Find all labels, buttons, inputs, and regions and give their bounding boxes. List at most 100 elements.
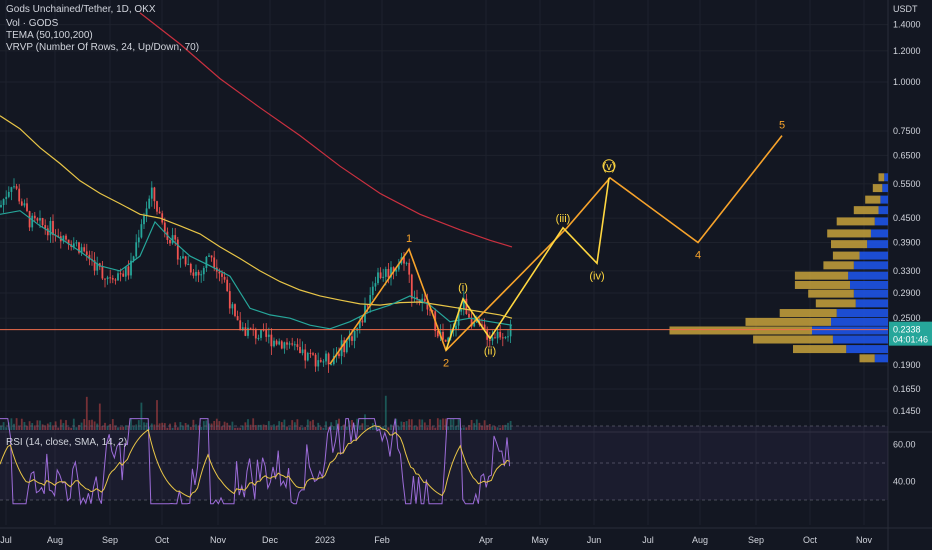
rsi-indicator-label[interactable]: RSI (14, close, SMA, 14, 2) bbox=[6, 437, 128, 448]
volume-bar bbox=[509, 420, 512, 430]
volume-profile-down bbox=[779, 309, 837, 318]
rsi-tick-label: 40.00 bbox=[893, 477, 916, 487]
volume-bar bbox=[343, 424, 346, 430]
candle-body bbox=[223, 276, 226, 280]
volume-bar bbox=[5, 427, 8, 430]
candle-body bbox=[410, 274, 413, 299]
price-tick-label: 0.3900 bbox=[893, 237, 921, 247]
price-tick-label: 0.1900 bbox=[893, 360, 921, 370]
candle-body bbox=[488, 339, 491, 341]
volume-bar bbox=[83, 419, 86, 430]
price-tick-label: 1.2000 bbox=[893, 46, 921, 56]
volume-bar bbox=[483, 420, 486, 430]
time-tick-label: Nov bbox=[856, 535, 873, 545]
volume-bar bbox=[447, 426, 450, 430]
candle-body bbox=[10, 187, 13, 192]
candle-body bbox=[278, 341, 281, 345]
volume-bar bbox=[195, 424, 197, 430]
volume-bar bbox=[416, 426, 418, 430]
candle-body bbox=[460, 308, 463, 312]
current-price-tag bbox=[889, 321, 932, 346]
candle-body bbox=[322, 361, 325, 363]
volume-profile-down bbox=[815, 299, 856, 308]
price-tick-label: 0.2900 bbox=[893, 288, 921, 298]
candle-body bbox=[62, 235, 65, 242]
volume-profile-down bbox=[808, 289, 854, 298]
volume-bar bbox=[374, 425, 377, 430]
candle-body bbox=[192, 272, 195, 276]
volume-bar bbox=[252, 418, 255, 430]
candle-body bbox=[447, 337, 450, 342]
candle-body bbox=[348, 336, 351, 341]
candle-body bbox=[332, 355, 335, 365]
volume-profile-up bbox=[870, 229, 888, 238]
candle-body bbox=[228, 291, 231, 309]
candle-body bbox=[369, 295, 372, 307]
volume-bar bbox=[504, 424, 507, 430]
volume-bar bbox=[78, 424, 80, 430]
volume-bar bbox=[148, 426, 151, 430]
volume-bar bbox=[418, 419, 421, 430]
volume-bar bbox=[267, 421, 270, 430]
volume-bar bbox=[31, 423, 34, 430]
candle-body bbox=[124, 266, 127, 277]
volume-bar bbox=[501, 425, 504, 430]
volume-bar bbox=[413, 425, 416, 430]
wave-v-marker bbox=[602, 159, 616, 173]
candle-body bbox=[361, 320, 364, 323]
volume-bar bbox=[449, 419, 452, 430]
volume-bar bbox=[358, 425, 361, 430]
candle-body bbox=[106, 277, 109, 280]
elliott-minor-path[interactable] bbox=[445, 177, 610, 351]
candle-body bbox=[143, 215, 145, 225]
vrvp-indicator-label[interactable]: VRVP (Number Of Rows, 24, Up/Down, 70) bbox=[6, 42, 200, 53]
volume-bar bbox=[72, 418, 75, 430]
volume-indicator-label[interactable]: Vol · GODS bbox=[6, 18, 59, 29]
candle-body bbox=[312, 353, 314, 355]
candle-body bbox=[119, 273, 122, 275]
volume-bar bbox=[408, 419, 411, 430]
candle-body bbox=[75, 242, 78, 244]
candle-body bbox=[314, 354, 317, 367]
volume-bar bbox=[460, 427, 463, 430]
volume-bar bbox=[130, 418, 132, 430]
volume-bar bbox=[150, 423, 153, 430]
candle-body bbox=[0, 205, 2, 208]
volume-bar bbox=[98, 403, 101, 430]
tema-indicator-label[interactable]: TEMA (50,100,200) bbox=[6, 30, 93, 41]
candle-body bbox=[244, 327, 247, 336]
candle-body bbox=[317, 360, 320, 367]
volume-bar bbox=[299, 427, 301, 430]
candle-body bbox=[197, 271, 200, 276]
candle-body bbox=[473, 322, 476, 327]
candle-body bbox=[387, 268, 390, 278]
time-tick-label: Dec bbox=[262, 535, 279, 545]
candle-body bbox=[85, 251, 88, 255]
volume-bar bbox=[10, 418, 13, 430]
candle-body bbox=[26, 203, 28, 212]
volume-bar bbox=[2, 422, 5, 430]
symbol-title[interactable]: Gods Unchained/Tether, 1D, OKX bbox=[6, 4, 156, 15]
volume-profile-up bbox=[882, 184, 888, 193]
wave-label-minor: (iii) bbox=[556, 213, 571, 225]
rsi-tick-label: 60.00 bbox=[893, 440, 916, 450]
elliott-wave-drawing[interactable]: 1 2 4 5 (i) (ii) (iii) (iv) (v) bbox=[329, 120, 785, 370]
candle-body bbox=[257, 337, 260, 339]
volume-bar bbox=[301, 427, 304, 430]
volume-bar bbox=[369, 427, 372, 430]
volume-bar bbox=[405, 421, 408, 430]
candle-body bbox=[171, 235, 174, 244]
elliott-primary-path[interactable] bbox=[329, 135, 783, 365]
wave-label-primary: 5 bbox=[779, 120, 785, 132]
candle-body bbox=[195, 271, 197, 276]
candle-body bbox=[260, 329, 262, 338]
wave-label-minor: (i) bbox=[458, 282, 468, 294]
candle-body bbox=[286, 342, 288, 345]
candle-body bbox=[80, 247, 83, 253]
candle-body bbox=[408, 262, 411, 275]
volume-bar bbox=[494, 426, 496, 430]
volume-bar bbox=[41, 424, 44, 430]
volume-bar bbox=[135, 424, 138, 430]
candle-body bbox=[319, 360, 322, 362]
